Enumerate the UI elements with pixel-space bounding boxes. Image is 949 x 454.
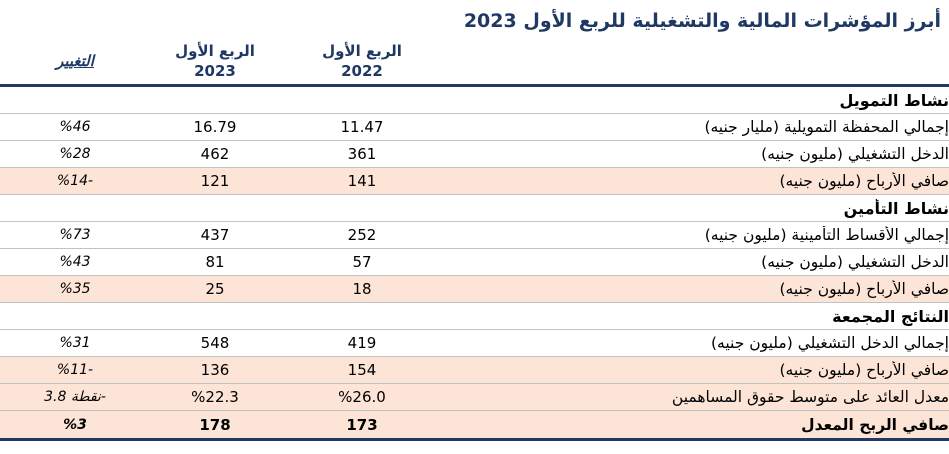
table-row: إجمالي المحفظة التمويلية (مليار جنيه) 11.… [0, 114, 949, 141]
value-change: %43 [59, 254, 91, 270]
value-q1-2023: 462 [200, 145, 230, 163]
value-change: %35 [59, 281, 91, 297]
section-row: النتائج المجمعة [0, 303, 949, 330]
value-q1-2022: 11.47 [340, 118, 384, 136]
value-change: %46 [59, 119, 91, 135]
table-row: معدل العائد على متوسط حقوق المساهمين %26.… [0, 384, 949, 411]
indicators-table: الربع الأول 2022 الربع الأول 2023 التغيي… [0, 38, 949, 441]
value-q1-2023: 548 [200, 334, 230, 352]
value-change: نقطة 3.8- [44, 389, 106, 405]
value-change: %11- [56, 362, 94, 378]
value-q1-2023: 16.79 [193, 118, 237, 136]
value-q1-2022: %26.0 [338, 388, 386, 406]
value-q1-2022: 154 [347, 361, 377, 379]
col-header-q1-2022: الربع الأول 2022 [280, 41, 444, 81]
table-row: الدخل التشغيلي (مليون جنيه) 361 462 %28 [0, 141, 949, 168]
row-label: إجمالي الدخل التشغيلي (مليون جنيه) [711, 334, 949, 352]
value-q1-2022: 57 [352, 253, 372, 271]
value-change: %3 [63, 416, 87, 433]
value-change: %31 [59, 335, 91, 351]
section-title: نشاط التأمين [843, 198, 949, 218]
row-label: صافي الأرباح (مليون جنيه) [779, 172, 949, 190]
value-q1-2023: %22.3 [191, 388, 239, 406]
section-title: نشاط التمويل [839, 90, 949, 110]
row-label: إجمالي الأقساط التأمينية (مليون جنيه) [704, 226, 949, 244]
value-q1-2023: 25 [205, 280, 225, 298]
value-q1-2022: 173 [346, 415, 378, 434]
value-q1-2022: 361 [347, 145, 377, 163]
table-row: الدخل التشغيلي (مليون جنيه) 57 81 %43 [0, 249, 949, 276]
table-row: صافي الأرباح (مليون جنيه) 18 25 %35 [0, 276, 949, 303]
col-header-change: التغيير [0, 52, 150, 70]
section-title: النتائج المجمعة [832, 306, 949, 326]
col-header-q1-2022-year: 2022 [341, 62, 383, 80]
section-row: نشاط التمويل [0, 87, 949, 114]
value-change: %28 [59, 146, 91, 162]
col-header-q1-2023-year: 2023 [194, 62, 236, 80]
table-row: صافي الأرباح (مليون جنيه) 141 121 %14- [0, 168, 949, 195]
row-label: إجمالي المحفظة التمويلية (مليار جنيه) [704, 118, 949, 136]
value-q1-2023: 136 [200, 361, 230, 379]
value-q1-2022: 252 [347, 226, 377, 244]
col-header-q1-2023: الربع الأول 2023 [150, 41, 280, 81]
table-header-row: الربع الأول 2022 الربع الأول 2023 التغيي… [0, 38, 949, 87]
value-q1-2023: 81 [205, 253, 225, 271]
table-row: إجمالي الدخل التشغيلي (مليون جنيه) 419 548… [0, 330, 949, 357]
col-header-change-label: التغيير [56, 52, 94, 70]
col-header-q1-2023-label: الربع الأول [175, 42, 255, 60]
table-row: صافي الأرباح (مليون جنيه) 154 136 %11- [0, 357, 949, 384]
col-header-q1-2022-label: الربع الأول [322, 42, 402, 60]
row-label: صافي الربح المعدل [801, 415, 949, 434]
row-label: الدخل التشغيلي (مليون جنيه) [761, 253, 949, 271]
value-q1-2022: 419 [347, 334, 377, 352]
table-row: إجمالي الأقساط التأمينية (مليون جنيه) 252… [0, 222, 949, 249]
value-q1-2022: 18 [352, 280, 372, 298]
table-row: صافي الربح المعدل 173 178 %3 [0, 411, 949, 438]
row-label: الدخل التشغيلي (مليون جنيه) [761, 145, 949, 163]
value-q1-2023: 121 [200, 172, 230, 190]
value-change: %73 [59, 227, 91, 243]
table-body: نشاط التمويل إجمالي المحفظة التمويلية (مل… [0, 87, 949, 441]
value-q1-2022: 141 [347, 172, 377, 190]
row-label: معدل العائد على متوسط حقوق المساهمين [671, 388, 949, 406]
row-label: صافي الأرباح (مليون جنيه) [779, 280, 949, 298]
row-label: صافي الأرباح (مليون جنيه) [779, 361, 949, 379]
value-change: %14- [56, 173, 94, 189]
value-q1-2023: 178 [199, 415, 231, 434]
page-title: أبرز المؤشرات المالية والتشغيلية للربع ا… [463, 10, 941, 32]
section-row: نشاط التأمين [0, 195, 949, 222]
value-q1-2023: 437 [200, 226, 230, 244]
